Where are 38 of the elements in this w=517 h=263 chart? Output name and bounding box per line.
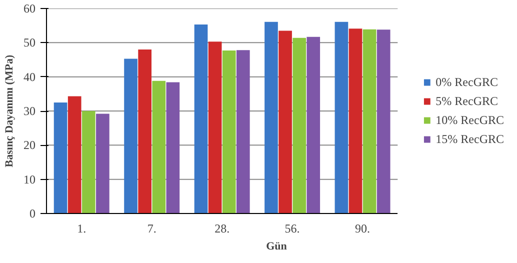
bar <box>194 24 208 214</box>
bar <box>68 96 82 214</box>
bar <box>306 36 320 214</box>
bar <box>362 29 376 214</box>
bar <box>208 42 222 214</box>
legend-label: 5% RecGRC <box>436 94 498 108</box>
y-axis-title: Basınç Dayanımı (MPa) <box>4 54 16 168</box>
x-tick-label: 28. <box>214 222 230 236</box>
bar <box>82 111 96 214</box>
legend-label: 10% RecGRC <box>436 112 504 128</box>
x-axis-title: Gün <box>266 240 287 252</box>
bar <box>348 28 362 214</box>
bar <box>138 50 152 214</box>
x-tick-label: 90. <box>355 222 370 236</box>
bar <box>236 50 250 214</box>
bar <box>292 38 306 214</box>
x-tick-label: 1. <box>77 222 86 236</box>
y-tick-label: 30 <box>24 104 36 118</box>
bar <box>278 30 292 214</box>
x-tick-label: 7. <box>147 222 156 236</box>
bar <box>124 58 138 214</box>
bar <box>334 22 348 214</box>
bar <box>54 102 68 214</box>
y-tick-label: 0 <box>30 206 36 220</box>
x-tick-label: 56. <box>284 222 300 236</box>
bar <box>222 50 236 214</box>
y-tick-label: 60 <box>24 2 36 16</box>
legend-label: 0% RecGRC <box>436 74 498 90</box>
bar <box>166 82 180 214</box>
y-tick-label: 20 <box>24 138 36 152</box>
bar <box>264 22 278 214</box>
y-tick-label: 50 <box>24 36 36 50</box>
bar <box>96 114 110 214</box>
legend-label: 15% RecGRC <box>436 132 504 146</box>
bar <box>376 30 390 214</box>
y-tick-label: 40 <box>24 70 36 84</box>
bar <box>152 80 166 214</box>
y-tick-label: 10 <box>24 172 36 186</box>
